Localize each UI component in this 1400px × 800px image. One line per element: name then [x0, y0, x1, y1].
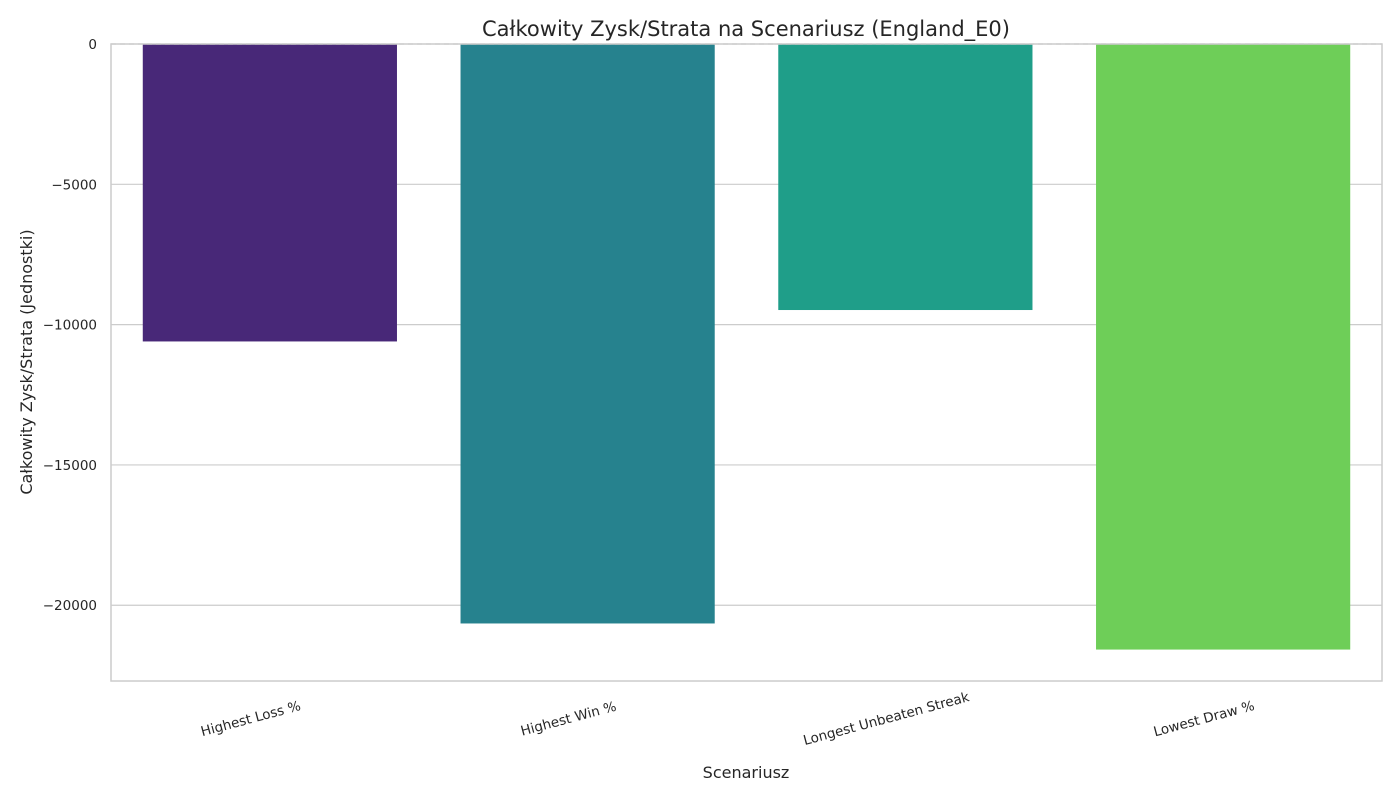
- y-axis-label: Całkowity Zysk/Strata (Jednostki): [17, 229, 36, 494]
- bar: [142, 44, 397, 342]
- bars: [142, 44, 1351, 650]
- bar: [1096, 44, 1351, 650]
- x-tick-label: Highest Win %: [519, 699, 618, 740]
- bar: [778, 44, 1033, 311]
- chart-title: Całkowity Zysk/Strata na Scenariusz (Eng…: [482, 17, 1010, 42]
- x-tick-label: Highest Loss %: [199, 698, 302, 740]
- x-tick-label: Lowest Draw %: [1152, 698, 1257, 740]
- y-tick-label: −5000: [51, 177, 97, 193]
- axes: [110, 43, 1383, 682]
- x-axis-label: Scenariusz: [703, 763, 790, 782]
- y-tick-label: −20000: [43, 598, 97, 614]
- x-tick-label: Longest Unbeaten Streak: [802, 689, 972, 749]
- y-tick-label: 0: [88, 37, 97, 53]
- plot-frame: [110, 43, 1383, 682]
- bar: [460, 44, 715, 624]
- y-tick-label: −15000: [43, 458, 97, 474]
- y-tick-label: −10000: [43, 318, 97, 334]
